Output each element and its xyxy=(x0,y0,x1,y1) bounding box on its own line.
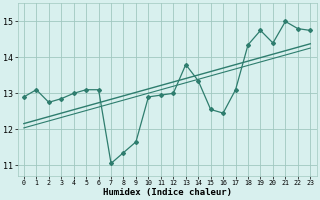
X-axis label: Humidex (Indice chaleur): Humidex (Indice chaleur) xyxy=(103,188,232,197)
